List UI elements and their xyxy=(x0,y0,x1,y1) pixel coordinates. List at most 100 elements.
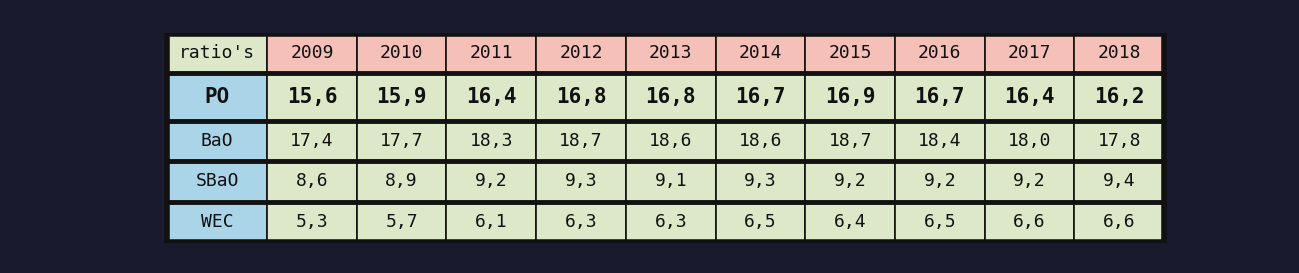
Bar xyxy=(1074,34,1164,73)
Bar xyxy=(168,201,268,242)
Bar xyxy=(168,34,268,73)
Text: 6,1: 6,1 xyxy=(475,213,508,231)
Text: 18,6: 18,6 xyxy=(739,132,782,150)
Bar xyxy=(1074,121,1164,161)
Bar xyxy=(268,201,357,242)
Text: SBaO: SBaO xyxy=(195,173,239,191)
Bar xyxy=(985,121,1074,161)
Bar xyxy=(716,161,805,201)
Bar xyxy=(357,161,447,201)
Bar xyxy=(357,34,447,73)
Text: 2018: 2018 xyxy=(1098,44,1141,63)
Text: 2015: 2015 xyxy=(829,44,872,63)
Text: 8,6: 8,6 xyxy=(296,173,329,191)
Text: 18,7: 18,7 xyxy=(829,132,872,150)
Bar xyxy=(357,73,447,121)
Bar xyxy=(268,73,357,121)
Bar xyxy=(168,73,268,121)
Bar xyxy=(626,34,716,73)
Bar xyxy=(985,161,1074,201)
Bar xyxy=(716,73,805,121)
Text: 9,2: 9,2 xyxy=(834,173,866,191)
Text: 16,2: 16,2 xyxy=(1094,87,1144,107)
Text: 18,6: 18,6 xyxy=(650,132,692,150)
Text: 16,8: 16,8 xyxy=(556,87,607,107)
Text: 16,8: 16,8 xyxy=(646,87,696,107)
Text: 2014: 2014 xyxy=(739,44,782,63)
Text: 16,7: 16,7 xyxy=(735,87,786,107)
Bar xyxy=(985,73,1074,121)
Text: 6,5: 6,5 xyxy=(744,213,777,231)
Bar xyxy=(536,34,626,73)
Text: ratio's: ratio's xyxy=(179,44,256,63)
Bar xyxy=(805,161,895,201)
Text: 18,4: 18,4 xyxy=(918,132,961,150)
Text: BaO: BaO xyxy=(201,132,234,150)
Bar xyxy=(1074,161,1164,201)
Bar xyxy=(626,201,716,242)
Text: 9,2: 9,2 xyxy=(1013,173,1046,191)
Bar xyxy=(447,121,536,161)
Text: 9,3: 9,3 xyxy=(565,173,598,191)
Text: 6,6: 6,6 xyxy=(1013,213,1046,231)
Text: 18,0: 18,0 xyxy=(1008,132,1051,150)
Text: 18,3: 18,3 xyxy=(469,132,513,150)
Text: 17,4: 17,4 xyxy=(290,132,334,150)
Bar xyxy=(805,34,895,73)
Bar xyxy=(895,201,985,242)
Text: 17,7: 17,7 xyxy=(379,132,423,150)
Bar xyxy=(626,73,716,121)
Bar xyxy=(895,73,985,121)
Text: 9,1: 9,1 xyxy=(655,173,687,191)
Text: 9,2: 9,2 xyxy=(475,173,508,191)
Bar xyxy=(268,121,357,161)
Bar xyxy=(805,121,895,161)
Bar xyxy=(536,201,626,242)
Text: 15,9: 15,9 xyxy=(377,87,427,107)
Text: 2011: 2011 xyxy=(469,44,513,63)
Bar xyxy=(268,161,357,201)
Bar xyxy=(268,34,357,73)
Bar xyxy=(895,34,985,73)
Bar xyxy=(168,121,268,161)
Bar xyxy=(536,121,626,161)
Text: 9,3: 9,3 xyxy=(744,173,777,191)
Bar xyxy=(168,161,268,201)
Bar xyxy=(895,161,985,201)
Text: 6,3: 6,3 xyxy=(565,213,598,231)
Text: 2013: 2013 xyxy=(650,44,692,63)
Bar xyxy=(536,73,626,121)
Bar xyxy=(447,34,536,73)
Text: 6,4: 6,4 xyxy=(834,213,866,231)
Text: 16,9: 16,9 xyxy=(825,87,876,107)
Text: 18,7: 18,7 xyxy=(560,132,603,150)
Bar xyxy=(536,161,626,201)
Bar xyxy=(895,121,985,161)
Text: 6,6: 6,6 xyxy=(1103,213,1135,231)
Bar xyxy=(357,121,447,161)
Text: 6,5: 6,5 xyxy=(924,213,956,231)
Text: 16,4: 16,4 xyxy=(466,87,517,107)
Text: 2009: 2009 xyxy=(290,44,334,63)
Text: 17,8: 17,8 xyxy=(1098,132,1141,150)
Text: 5,3: 5,3 xyxy=(296,213,329,231)
Text: 15,6: 15,6 xyxy=(287,87,338,107)
Bar xyxy=(447,161,536,201)
Bar xyxy=(716,34,805,73)
Bar xyxy=(1074,201,1164,242)
Bar xyxy=(985,201,1074,242)
Bar xyxy=(357,201,447,242)
Text: 2012: 2012 xyxy=(560,44,603,63)
Text: 6,3: 6,3 xyxy=(655,213,687,231)
Text: WEC: WEC xyxy=(201,213,234,231)
Text: 2017: 2017 xyxy=(1008,44,1051,63)
Bar xyxy=(805,73,895,121)
Text: 16,4: 16,4 xyxy=(1004,87,1055,107)
Bar xyxy=(626,121,716,161)
Text: 16,7: 16,7 xyxy=(914,87,965,107)
Text: 9,4: 9,4 xyxy=(1103,173,1135,191)
Bar xyxy=(447,73,536,121)
Bar xyxy=(805,201,895,242)
Bar xyxy=(626,161,716,201)
Bar xyxy=(1074,73,1164,121)
